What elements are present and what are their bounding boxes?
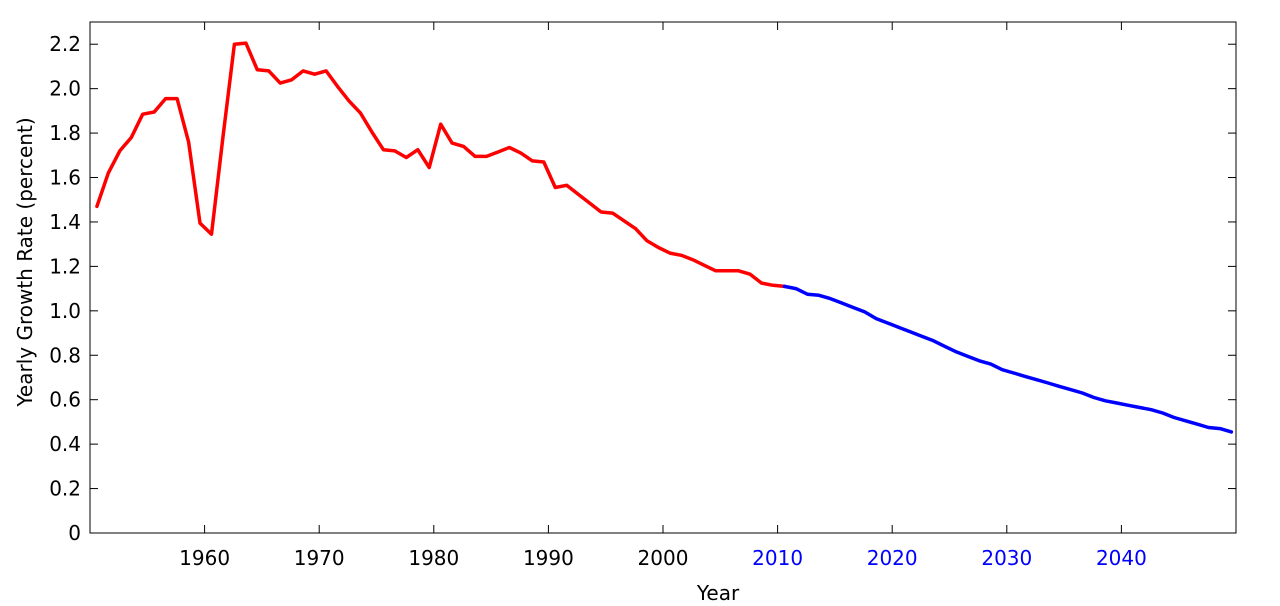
x-tick-label: 2020 bbox=[867, 546, 918, 570]
y-tick-label: 2.2 bbox=[49, 32, 81, 56]
y-tick-label: 0.6 bbox=[49, 388, 81, 412]
x-tick-label: 2000 bbox=[638, 546, 689, 570]
y-tick-label: 2.0 bbox=[49, 77, 81, 101]
y-tick-label: 1.2 bbox=[49, 254, 81, 278]
plot-area-frame bbox=[89, 21, 1237, 534]
y-tick-label: 1.6 bbox=[49, 166, 81, 190]
series-layer bbox=[95, 41, 1234, 434]
projected-series-line bbox=[782, 284, 1234, 434]
x-tick-label: 1970 bbox=[294, 546, 345, 570]
y-axis-title: Yearly Growth Rate (percent) bbox=[13, 117, 37, 407]
x-tick-label: 2030 bbox=[981, 546, 1032, 570]
y-axis-ticks: 0 0.2 0.4 0.6 0.8 1.0 1.2 1.4 1.6 1.8 2.0 2.2 bbox=[49, 32, 1236, 545]
y-tick-label: 1.4 bbox=[49, 210, 81, 234]
x-tick-label: 1960 bbox=[179, 546, 230, 570]
y-tick-label: 0.2 bbox=[49, 477, 81, 501]
x-tick-label: 2040 bbox=[1096, 546, 1147, 570]
x-tick-label: 2010 bbox=[752, 546, 803, 570]
y-tick-label: 0.4 bbox=[49, 432, 81, 456]
x-axis-ticks: 1960 1970 1980 1990 2000 2010 2020 2030 2040 bbox=[179, 22, 1147, 570]
y-tick-label: 0.8 bbox=[49, 343, 81, 367]
x-tick-label: 1990 bbox=[523, 546, 574, 570]
x-tick-label: 1980 bbox=[408, 546, 459, 570]
historical-series-line bbox=[95, 41, 787, 289]
y-tick-label: 1.0 bbox=[49, 299, 81, 323]
y-tick-label: 0 bbox=[68, 521, 81, 545]
x-axis-title: Year bbox=[696, 581, 740, 605]
y-tick-label: 1.8 bbox=[49, 121, 81, 145]
